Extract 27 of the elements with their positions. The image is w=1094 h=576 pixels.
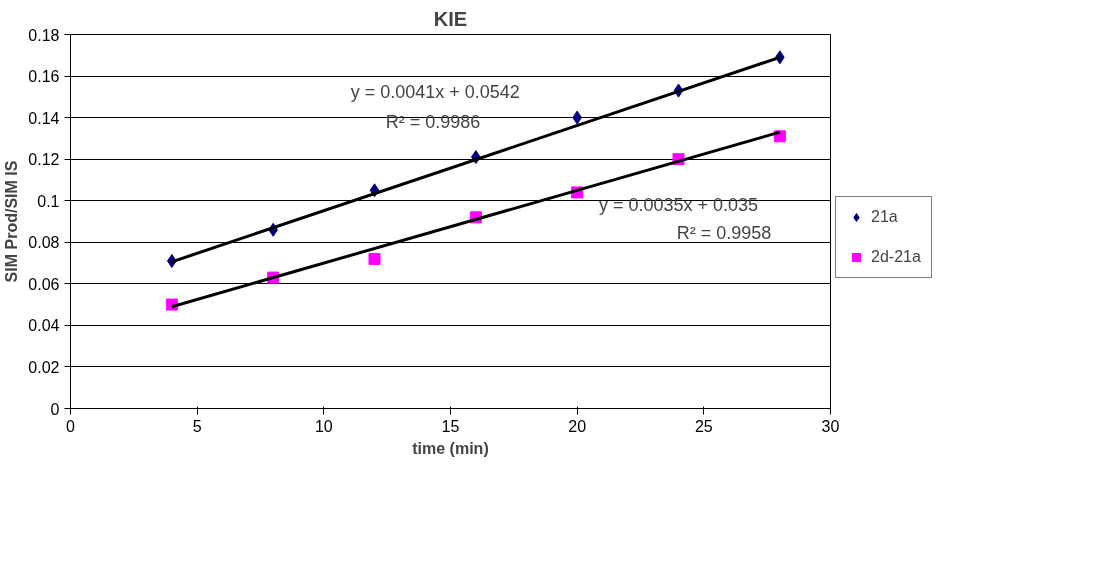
- y-tick-label: 0.08: [28, 234, 60, 252]
- annotation: R² = 0.9958: [676, 223, 772, 244]
- legend-label: 21a: [871, 208, 898, 226]
- y-tick-label: 0.16: [28, 68, 60, 86]
- y-tick-label: 0.04: [28, 317, 60, 335]
- y-axis-title: SIM Prod/SIM IS: [3, 160, 21, 283]
- annotation: y = 0.0041x + 0.0542: [350, 81, 520, 102]
- x-tick-label: 5: [192, 417, 202, 435]
- y-tick-label: 0.12: [28, 151, 60, 169]
- x-axis-title: time (min): [412, 439, 489, 457]
- x-tick-label: 15: [441, 417, 460, 435]
- legend-label: 2d-21a: [871, 248, 921, 266]
- chart-title: KIE: [433, 7, 468, 30]
- y-tick-label: 0.1: [37, 192, 60, 210]
- y-tick-label: 0.18: [28, 26, 60, 44]
- x-tick-label: 30: [821, 417, 840, 435]
- annotation: R² = 0.9986: [385, 111, 481, 132]
- point: [368, 252, 381, 265]
- x-tick-label: 0: [66, 417, 76, 435]
- y-tick-label: 0: [50, 400, 60, 418]
- y-tick-label: 0.02: [28, 358, 60, 376]
- x-tick-label: 10: [314, 417, 333, 435]
- y-tick-label: 0.06: [28, 275, 60, 293]
- annotation: y = 0.0035x + 0.035: [598, 195, 759, 216]
- y-tick-label: 0.14: [28, 109, 60, 127]
- x-tick-label: 20: [568, 417, 587, 435]
- x-tick-label: 25: [694, 417, 713, 435]
